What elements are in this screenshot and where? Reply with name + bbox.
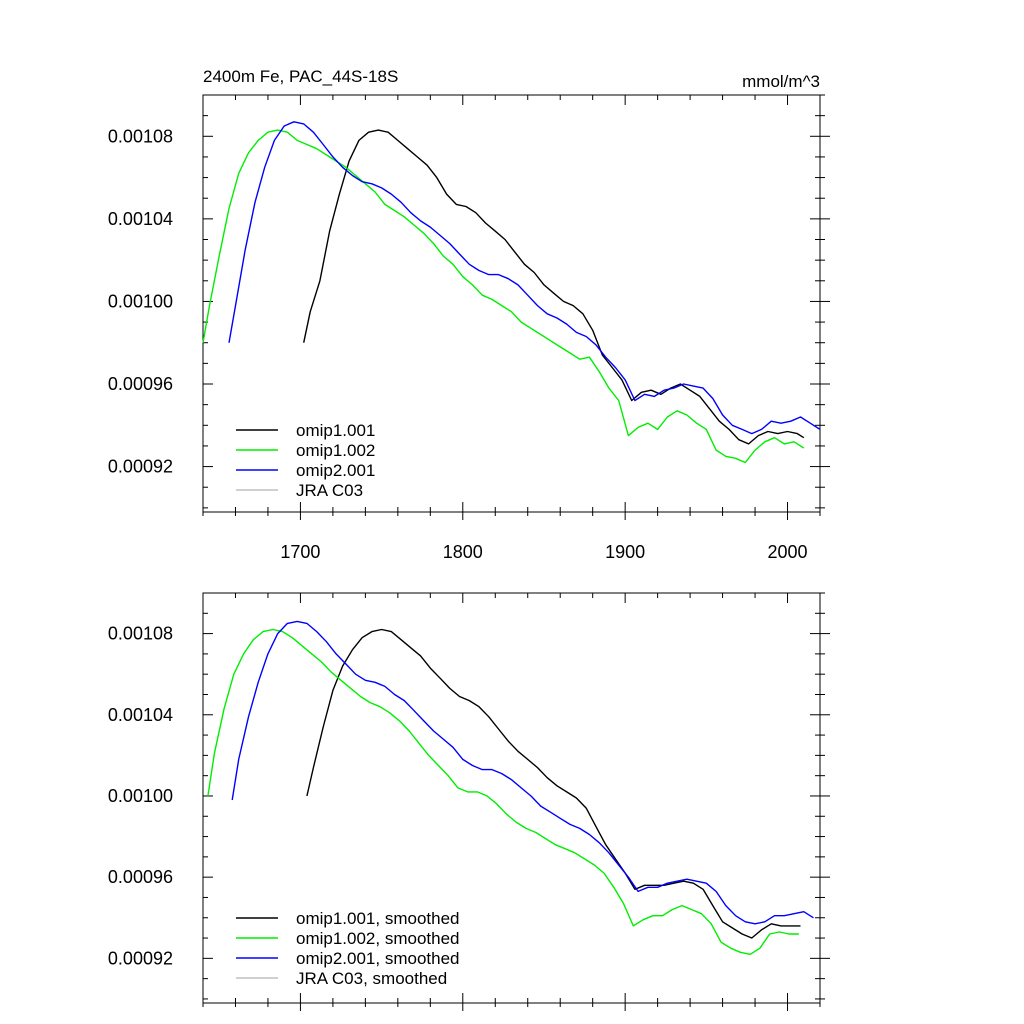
x-tick-label: 1800 [443,542,483,562]
legend-label: omip1.002, smoothed [296,929,460,948]
legend-label: JRA C03 [296,481,363,500]
y-tick-label: 0.00100 [108,291,173,311]
x-tick-label: 1700 [280,542,320,562]
y-tick-label: 0.00104 [108,209,173,229]
series-line [228,121,821,435]
y-tick-label: 0.00092 [108,948,173,968]
series-line [303,129,805,445]
x-tick-label: 2000 [768,542,808,562]
legend-label: omip2.001 [296,461,375,480]
plot-frame [202,94,821,513]
top-chart: 2400m Fe, PAC_44S-18S mmol/m^3 1700 1800 1… [108,67,830,562]
series-line [202,129,805,464]
y-tick-label: 0.00108 [108,624,173,644]
legend-label: omip1.002 [296,441,375,460]
chart-title: 2400m Fe, PAC_44S-18S [203,67,398,86]
plot-frame [202,592,821,1004]
series-line [207,628,799,955]
y-tick-label: 0.00096 [108,867,173,887]
legend-label: omip1.001 [296,421,375,440]
series-line [306,628,801,939]
y-tick-label: 0.00092 [108,457,173,477]
axis-ticks: 0.00092 0.00096 0.00100 0.00104 0.00108 [108,592,830,1011]
series-line [231,620,814,925]
y-tick-label: 0.00104 [108,705,173,725]
legend-label: omip2.001, smoothed [296,949,460,968]
series-lines [202,121,821,464]
legend-label: JRA C03, smoothed [296,969,447,988]
series-lines [207,620,814,955]
legend-label: omip1.001, smoothed [296,909,460,928]
units-label: mmol/m^3 [742,72,820,91]
bottom-chart: 0.00092 0.00096 0.00100 0.00104 0.00108 omip… [108,592,830,1011]
y-tick-label: 0.00108 [108,126,173,146]
x-tick-label: 1900 [605,542,645,562]
y-tick-label: 0.00100 [108,786,173,806]
axis-ticks: 1700 1800 1900 2000 0.00092 0.00096 0.00100 0.0… [108,94,830,562]
y-tick-label: 0.00096 [108,374,173,394]
